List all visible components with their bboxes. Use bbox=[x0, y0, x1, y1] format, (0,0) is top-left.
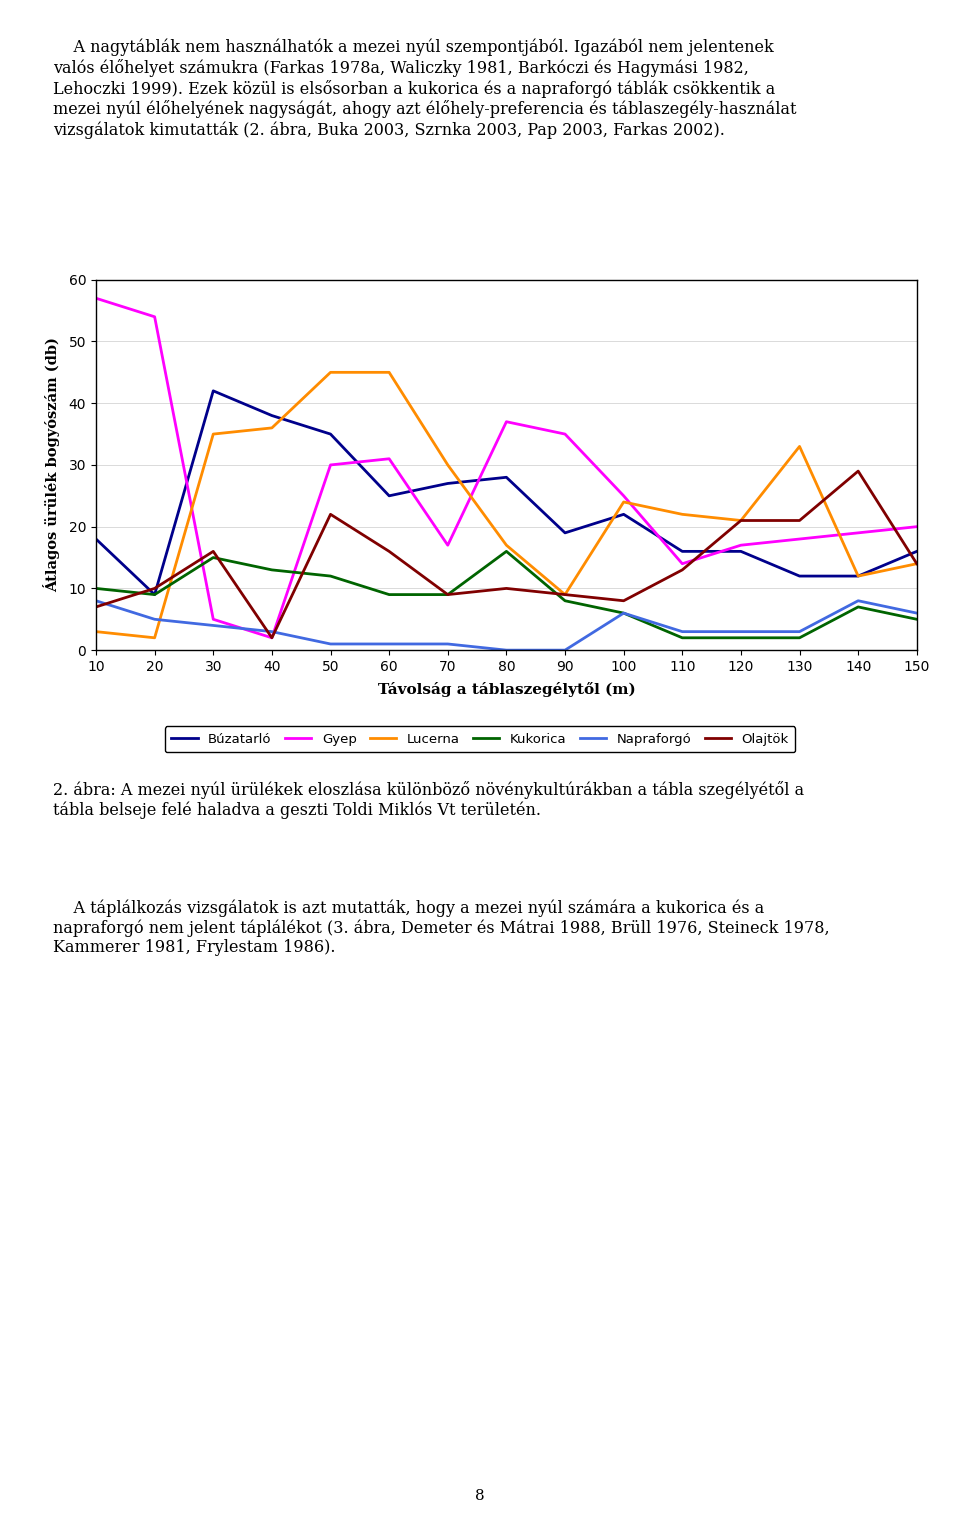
X-axis label: Távolság a táblaszegélytől (m): Távolság a táblaszegélytől (m) bbox=[377, 682, 636, 698]
Text: A táplálkozás vizsgálatok is azt mutatták, hogy a mezei nyúl számára a kukorica : A táplálkozás vizsgálatok is azt mutattá… bbox=[53, 899, 829, 956]
Legend: Búzatarló, Gyep, Lucerna, Kukorica, Napraforgó, Olajtök: Búzatarló, Gyep, Lucerna, Kukorica, Napr… bbox=[164, 725, 796, 753]
Y-axis label: Átlagos ürülék bogyószám (db): Átlagos ürülék bogyószám (db) bbox=[43, 338, 60, 592]
Text: 8: 8 bbox=[475, 1489, 485, 1503]
Text: 2. ábra: A mezei nyúl ürülékek eloszlása különböző növénykultúrákban a tábla sze: 2. ábra: A mezei nyúl ürülékek eloszlása… bbox=[53, 781, 804, 819]
Text: A nagytáblák nem használhatók a mezei nyúl szempontjából. Igazából nem jelentene: A nagytáblák nem használhatók a mezei ny… bbox=[53, 38, 796, 138]
